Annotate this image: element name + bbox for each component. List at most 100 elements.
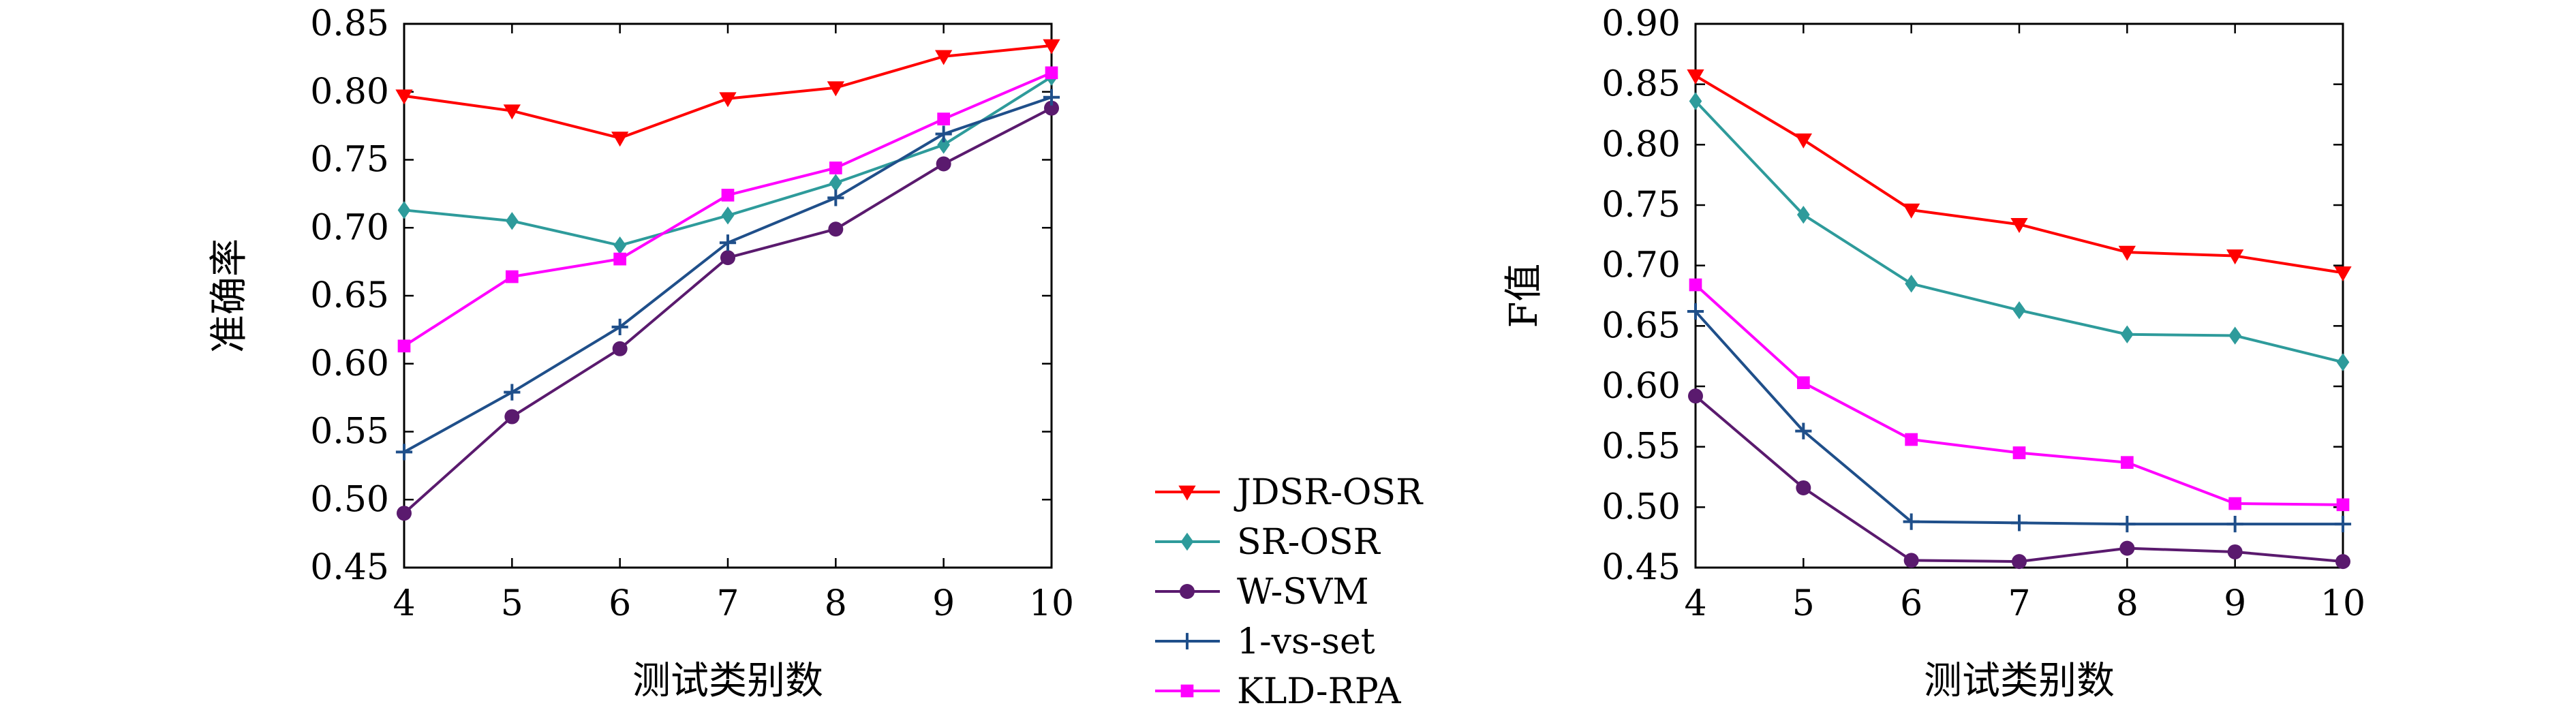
legend-item: 1-vs-set bbox=[1155, 621, 1375, 662]
series-kld-rpa bbox=[397, 66, 1058, 353]
y-tick-label: 0.60 bbox=[310, 343, 389, 384]
y-tick-label: 0.75 bbox=[1601, 185, 1681, 226]
data-point bbox=[1689, 278, 1702, 292]
x-axis-label: 测试类别数 bbox=[632, 659, 823, 703]
y-axis-label: F值 bbox=[1502, 264, 1546, 328]
data-point bbox=[1903, 513, 1920, 530]
legend-item: W-SVM bbox=[1155, 572, 1369, 613]
data-point bbox=[2334, 516, 2352, 533]
y-tick-label: 0.60 bbox=[1601, 366, 1681, 407]
data-point bbox=[2226, 516, 2243, 533]
plot-frame bbox=[1694, 22, 2344, 569]
series-sr-osr bbox=[1689, 92, 2350, 371]
y-tick-label: 0.55 bbox=[310, 412, 389, 452]
data-point bbox=[2119, 516, 2136, 533]
y-tick-label: 0.70 bbox=[1601, 245, 1681, 286]
data-point bbox=[721, 206, 735, 225]
x-tick-label: 4 bbox=[393, 583, 415, 624]
data-point bbox=[613, 252, 627, 266]
data-point bbox=[505, 270, 519, 283]
series-line bbox=[403, 44, 1052, 140]
x-axis-label: 测试类别数 bbox=[1924, 659, 2115, 703]
y-tick-label: 0.50 bbox=[310, 479, 389, 520]
x-tick-label: 8 bbox=[2116, 583, 2138, 624]
data-point bbox=[1689, 92, 1702, 110]
series-line bbox=[1694, 310, 2343, 526]
legend-label: 1-vs-set bbox=[1237, 621, 1375, 662]
data-point bbox=[1796, 205, 1810, 224]
series-w-svm bbox=[397, 100, 1059, 521]
data-point bbox=[2012, 446, 2026, 459]
y-tick-label: 0.65 bbox=[310, 275, 389, 316]
data-point bbox=[719, 92, 737, 108]
legend-label: SR-OSR bbox=[1237, 522, 1381, 563]
legend: JDSR-OSR SR-OSR W-SVM 1-vs-set KLD-RPA bbox=[1155, 472, 1424, 710]
data-point bbox=[1796, 376, 1810, 390]
data-point bbox=[1903, 553, 1919, 568]
data-point bbox=[2012, 554, 2027, 570]
data-point bbox=[2226, 249, 2244, 265]
data-point bbox=[1043, 39, 1060, 55]
data-point bbox=[1687, 303, 1704, 320]
x-tick-label: 5 bbox=[1792, 583, 1815, 624]
data-point bbox=[2118, 245, 2136, 261]
data-point bbox=[1903, 203, 1920, 219]
data-point bbox=[1795, 422, 1812, 439]
x-tick-label: 9 bbox=[2224, 583, 2246, 624]
legend-label: JDSR-OSR bbox=[1233, 472, 1424, 513]
y-tick-label: 0.50 bbox=[1601, 487, 1681, 527]
legend-item: JDSR-OSR bbox=[1155, 472, 1424, 513]
data-point bbox=[2119, 540, 2135, 556]
series-1-vs-set bbox=[395, 89, 1060, 461]
y-tick-label: 0.70 bbox=[310, 207, 389, 248]
data-point bbox=[936, 156, 951, 172]
legend-label: W-SVM bbox=[1237, 572, 1369, 613]
y-axis-label: 准确率 bbox=[207, 238, 251, 353]
f-value-chart: 0.45 0.50 0.55 0.60 0.65 0.70 0.75 0.80 0.85 0.90… bbox=[1502, 3, 2365, 703]
data-point bbox=[503, 104, 521, 120]
data-point bbox=[2010, 218, 2028, 234]
y-tick-label: 0.90 bbox=[1601, 3, 1681, 44]
data-point bbox=[504, 409, 520, 425]
data-point bbox=[2335, 554, 2350, 570]
data-point bbox=[1045, 66, 1058, 80]
data-point bbox=[829, 174, 842, 192]
series-jdsr-osr bbox=[1687, 69, 2352, 281]
series-sr-osr bbox=[397, 67, 1058, 255]
data-point bbox=[1905, 433, 1918, 446]
y-tick-label: 0.45 bbox=[310, 547, 389, 588]
series-line bbox=[403, 95, 1052, 454]
data-point bbox=[395, 89, 413, 105]
legend-marker bbox=[1180, 584, 1195, 599]
y-tick-label: 0.80 bbox=[1601, 124, 1681, 165]
x-tick-label: 6 bbox=[1900, 583, 1922, 624]
data-point bbox=[2012, 301, 2026, 320]
x-tick-label: 10 bbox=[1029, 583, 1074, 624]
data-point bbox=[397, 339, 411, 353]
legend-marker bbox=[1180, 684, 1194, 698]
data-point bbox=[1043, 89, 1060, 106]
series-kld-rpa bbox=[1689, 278, 2350, 512]
data-point bbox=[505, 212, 519, 230]
y-tick-label: 0.65 bbox=[1601, 305, 1681, 346]
data-point bbox=[611, 318, 628, 335]
data-point bbox=[827, 189, 844, 206]
x-tick-label: 8 bbox=[825, 583, 847, 624]
legend-marker bbox=[1180, 532, 1194, 551]
data-point bbox=[504, 384, 521, 401]
x-tick-label: 7 bbox=[2008, 583, 2030, 624]
x-tick-label: 4 bbox=[1684, 583, 1706, 624]
series-jdsr-osr bbox=[395, 39, 1060, 147]
x-tick-label: 6 bbox=[609, 583, 631, 624]
y-tick-label: 0.85 bbox=[310, 3, 389, 44]
data-point bbox=[2228, 497, 2242, 510]
legend-marker bbox=[1178, 632, 1196, 650]
accuracy-chart: 0.45 0.50 0.55 0.60 0.65 0.70 0.75 0.80 0.85 4 5 6 7… bbox=[207, 3, 1074, 703]
data-point bbox=[827, 81, 844, 97]
data-point bbox=[2010, 514, 2028, 531]
data-point bbox=[611, 132, 629, 147]
series-w-svm bbox=[1688, 388, 2350, 570]
data-point bbox=[397, 506, 412, 521]
data-point bbox=[1688, 388, 1703, 404]
